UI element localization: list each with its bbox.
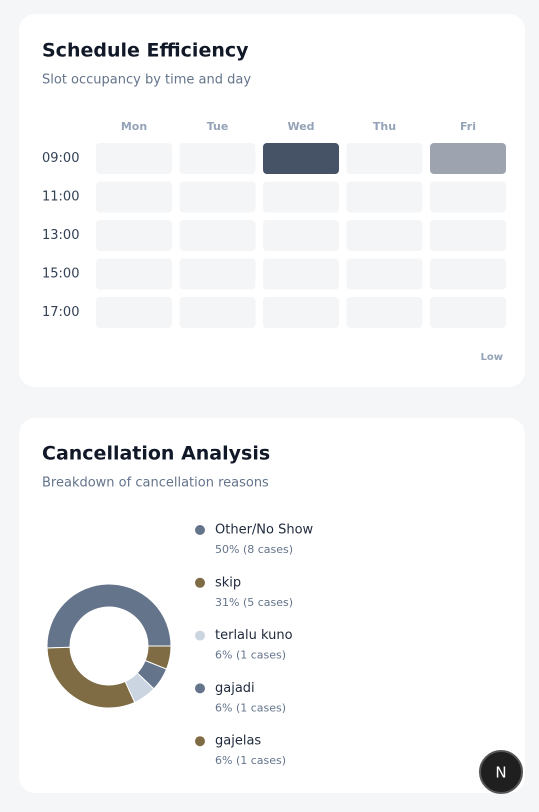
- heat-cell: [430, 220, 506, 251]
- heat-cell: [430, 258, 506, 290]
- heat-cell: [179, 297, 256, 328]
- value-label: 6% (1 cases): [215, 754, 286, 767]
- column-label: Fri: [460, 120, 476, 133]
- heat-cell: [430, 181, 506, 213]
- heat-cell: [430, 143, 506, 174]
- column-label: Wed: [287, 120, 314, 133]
- row-label: 09:00: [42, 151, 79, 166]
- heat-cell: [96, 258, 172, 290]
- row-label: 11:00: [42, 190, 79, 205]
- legend-label: terlalu kuno: [215, 628, 293, 643]
- row-label: 17:00: [42, 305, 79, 320]
- row-label: 15:00: [42, 267, 79, 282]
- column-label: Tue: [207, 120, 229, 133]
- card-title: Cancellation Analysis: [42, 443, 270, 465]
- column-label: Thu: [373, 120, 396, 133]
- card-subtitle: Slot occupancy by time and day: [42, 73, 251, 88]
- heat-cell: [263, 181, 339, 213]
- column-label: Mon: [121, 120, 147, 133]
- floating-button[interactable]: [479, 750, 523, 794]
- heat-cell: [179, 181, 256, 213]
- heat-cell: [263, 297, 339, 328]
- legend-label: Other/No Show: [215, 523, 314, 538]
- heat-cell: [179, 143, 256, 174]
- heat-cell: [346, 143, 423, 174]
- heat-cell: [96, 143, 172, 174]
- heat-cell: [346, 258, 423, 290]
- legend-label: gajelas: [215, 734, 261, 749]
- legend-label: skip: [215, 575, 241, 590]
- legend-swatch: [195, 577, 205, 588]
- heat-cell: [263, 220, 339, 251]
- heat-cell: [346, 181, 423, 213]
- legend-swatch: [195, 525, 205, 535]
- value-label: 31% (5 cases): [215, 596, 293, 609]
- pie-slice: [46, 583, 172, 649]
- heat-cell: [96, 220, 172, 251]
- heat-cell: [96, 297, 172, 328]
- legend-swatch: [195, 736, 205, 747]
- pie-slice: [144, 645, 172, 670]
- row-label: 13:00: [42, 228, 79, 243]
- card-subtitle: Breakdown of cancellation reasons: [42, 476, 269, 491]
- heat-cell: [96, 181, 172, 213]
- heat-cell: [179, 258, 256, 290]
- heat-cell: [430, 297, 506, 328]
- heat-cell: [179, 220, 256, 251]
- legend-swatch: [195, 683, 205, 694]
- legend-swatch: [195, 630, 205, 641]
- heat-cell: [263, 258, 339, 290]
- card: [19, 418, 525, 793]
- floating-button-label[interactable]: N: [495, 764, 506, 782]
- heat-cell: [346, 220, 423, 251]
- value-label: 6% (1 cases): [215, 649, 286, 662]
- legend-label: Low: [481, 352, 503, 363]
- legend-label: gajadi: [215, 681, 255, 696]
- value-label: 50% (8 cases): [215, 543, 293, 556]
- card-title: Schedule Efficiency: [42, 40, 249, 62]
- heat-cell: [346, 297, 423, 328]
- value-label: 6% (1 cases): [215, 701, 286, 714]
- heat-cell: [263, 143, 339, 174]
